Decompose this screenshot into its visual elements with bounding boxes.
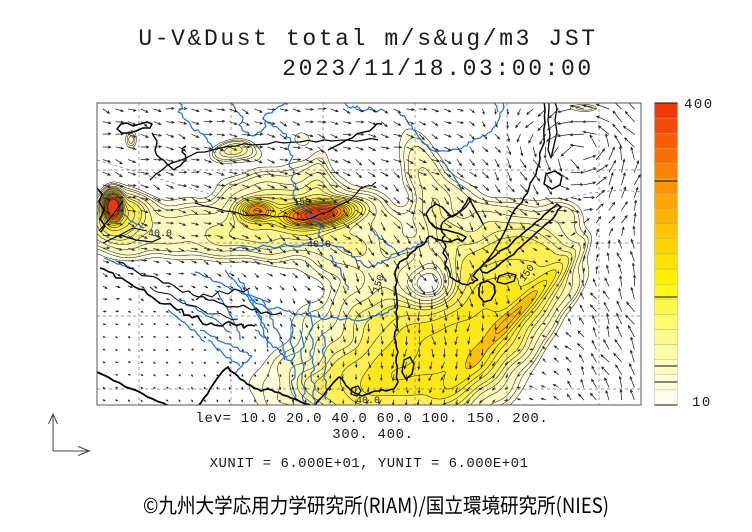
svg-text:150: 150	[293, 198, 311, 209]
svg-text:300. 400.: 300. 400.	[332, 427, 413, 443]
svg-text:10: 10	[692, 395, 712, 411]
svg-text:40.0: 40.0	[356, 396, 380, 407]
svg-text:U-V&Dust total m/s&ug/m3 JST: U-V&Dust total m/s&ug/m3 JST	[138, 26, 597, 52]
svg-text:400: 400	[684, 97, 714, 113]
svg-text:40.0: 40.0	[307, 240, 331, 251]
svg-text:40.0: 40.0	[148, 229, 172, 240]
svg-text:XUNIT = 6.000E+01, YUNIT =: XUNIT = 6.000E+01, YUNIT = 6.000E+01	[210, 456, 529, 472]
svg-text:lev= 10.0 20.0 40.0 60.0: lev= 10.0 20.0 40.0 60.0 100. 150. 200.	[195, 411, 548, 427]
svg-text:2023/11/18.03:00:00: 2023/11/18.03:00:00	[282, 56, 594, 82]
